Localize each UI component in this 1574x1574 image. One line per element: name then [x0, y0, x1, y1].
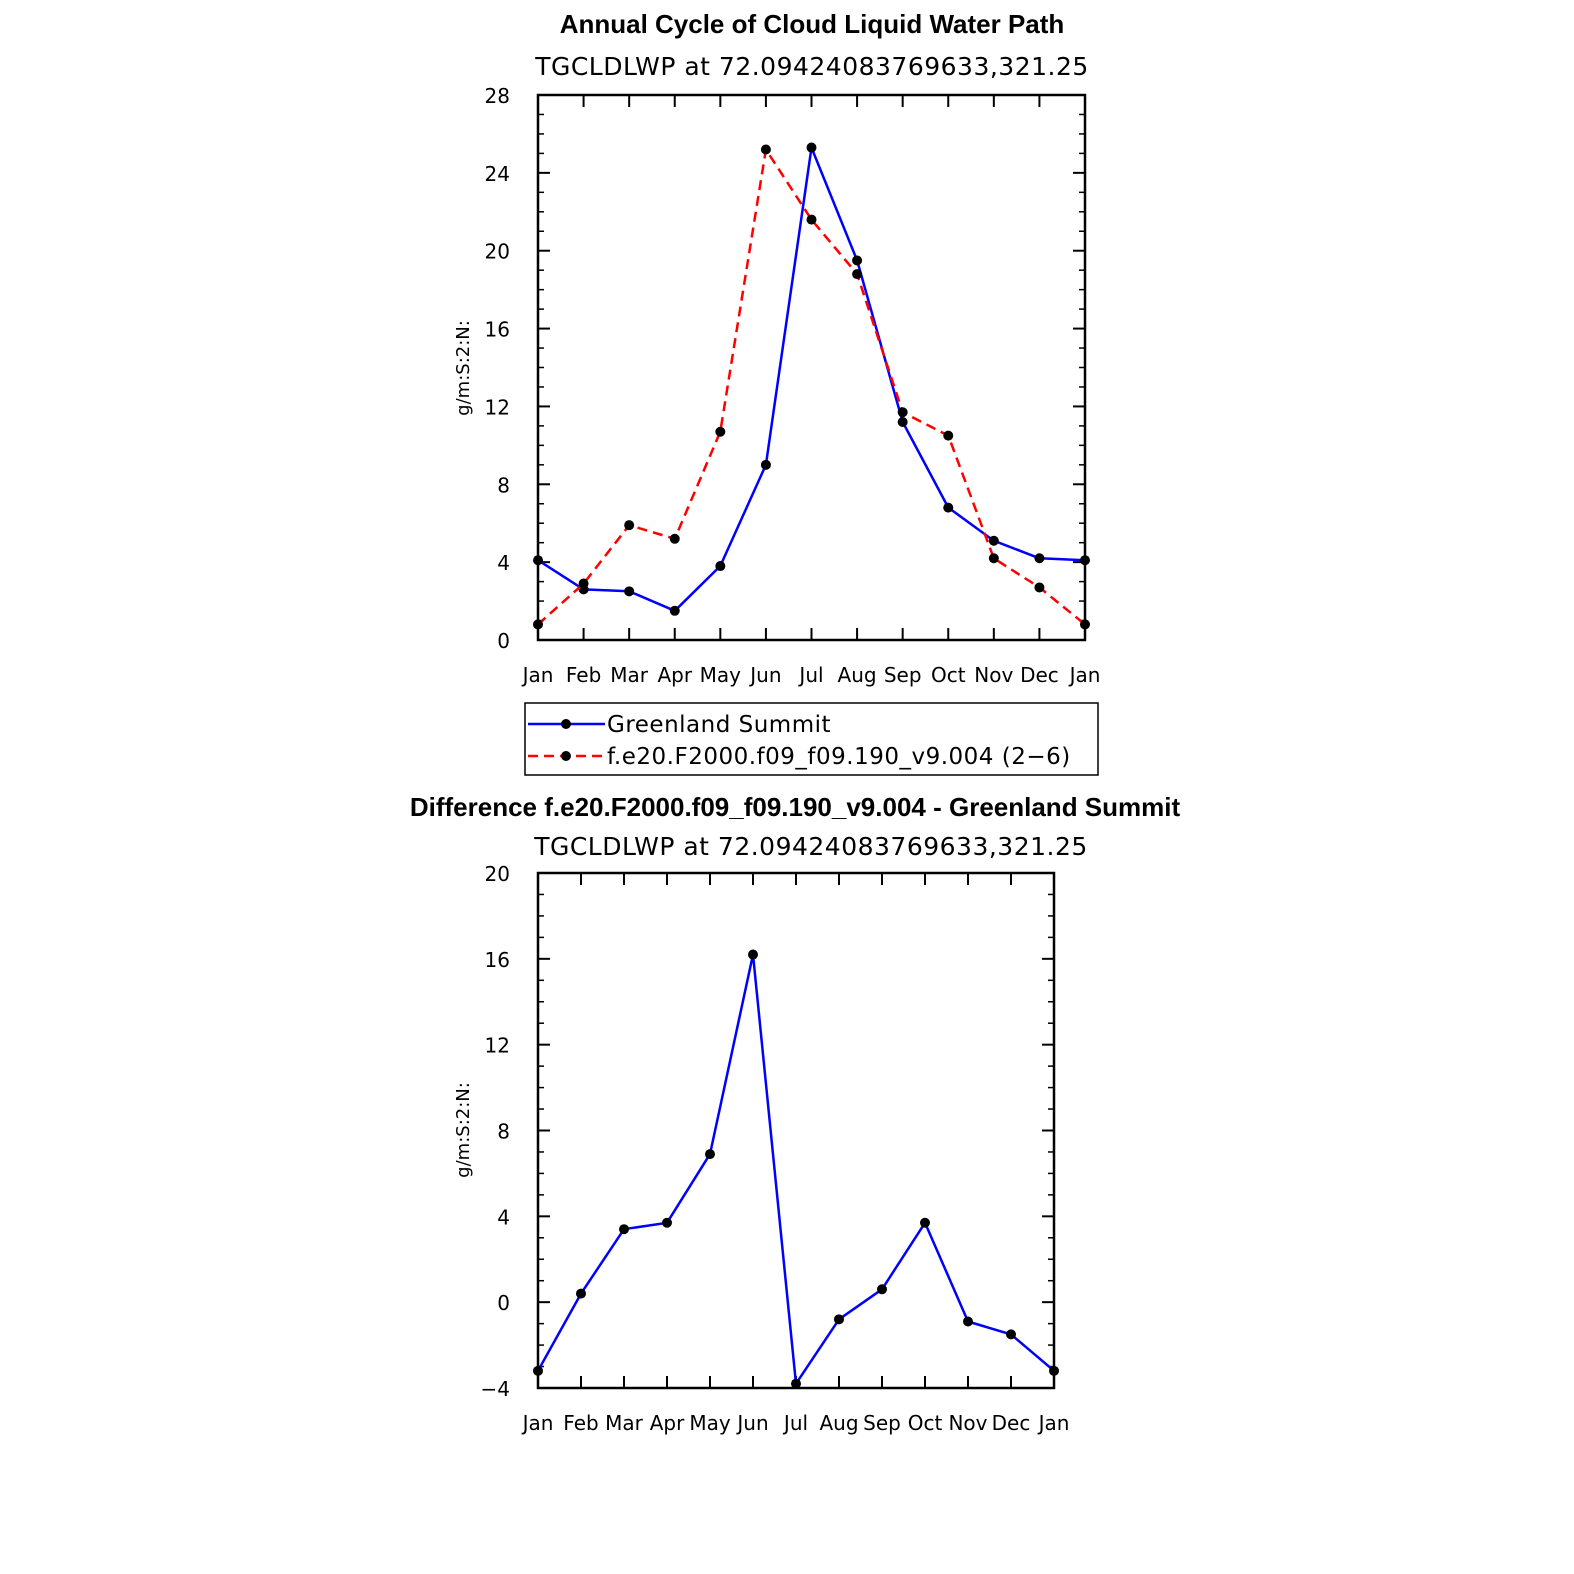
chart1-series-2-point: [897, 407, 908, 418]
chart2-plot: Jan Feb Mar Apr May Jun Jul Aug Sep Oct Nov Dec Jan−…: [481, 862, 1070, 1435]
chart1-series-1-point: [533, 555, 543, 566]
legend-marker-series-1: [561, 719, 571, 729]
chart1-plot: Jan Feb Mar Apr May Jun Jul Aug Sep Oct Nov Dec Jan 0…: [485, 84, 1101, 687]
chart1-series-1-point: [760, 459, 771, 470]
chart1-xtick-label: Feb: [566, 663, 601, 687]
chart2-series-1-point: [963, 1316, 973, 1327]
chart1-series-2-point: [1080, 619, 1090, 630]
chart1-xtick-label: Jan: [521, 663, 554, 687]
chart1-series-2-point: [806, 214, 817, 225]
chart1-series-1-point: [624, 586, 635, 597]
chart1-series-1-point: [897, 417, 908, 427]
chart1-xtick-label: Jul: [797, 663, 823, 687]
chart2-series-1-point: [920, 1217, 930, 1228]
chart2-xtick-label: Aug: [819, 1411, 858, 1435]
chart2-xtick-label: Dec: [992, 1411, 1031, 1435]
chart1-ytick-label: 4: [497, 551, 510, 575]
chart1-series-2-point: [1034, 582, 1045, 593]
chart1-series-1-point: [715, 561, 726, 572]
legend-label-series-1: Greenland Summit: [607, 712, 831, 738]
chart1-series-1-point: [943, 502, 954, 513]
chart1-xtick-label: Apr: [657, 663, 692, 687]
chart2-series-1-point: [1049, 1365, 1059, 1376]
chart2-ytick-label: 4: [497, 1205, 510, 1229]
chart2-xtick-label: Jan: [521, 1411, 554, 1435]
chart2-series-1-point: [791, 1378, 801, 1389]
chart2-subtitle: TGCLDLWP at 72.09424083769633,321.25: [533, 832, 1088, 861]
chart2-xtick-label: Sep: [863, 1411, 901, 1435]
legend-box: [524, 702, 1099, 776]
chart2-series-1-point: [748, 949, 758, 960]
chart1-xtick-label: Jan: [1068, 663, 1101, 687]
chart2-xtick-label: Oct: [908, 1411, 943, 1435]
chart1-series-2-point: [624, 520, 635, 531]
chart1-xtick-label: Oct: [931, 663, 966, 687]
chart1-series-2-point: [760, 144, 771, 155]
chart1-series-2-point: [715, 426, 726, 437]
chart2-series-1-line: [536, 953, 1055, 1385]
chart2-frame: [536, 871, 1056, 1390]
chart2-title: Difference f.e20.F2000.f09_f09.190_v9.00…: [410, 792, 1181, 822]
chart1-legend: Greenland Summit f.e20.F2000.f09_f09.190…: [524, 702, 1099, 776]
chart2-ytick-label: 12: [485, 1034, 510, 1058]
chart1-ytick-label: 16: [485, 318, 510, 342]
chart2-ytick-label: 8: [497, 1120, 510, 1144]
chart2-series-1-point: [834, 1314, 844, 1325]
chart1-subtitle: TGCLDLWP at 72.09424083769633,321.25: [534, 52, 1089, 81]
chart1-series-2-point: [988, 553, 999, 564]
chart1-series-2-point: [578, 578, 589, 589]
chart1-ytick-label: 8: [497, 473, 510, 497]
legend-marker-series-2: [561, 751, 571, 761]
chart2-series-1-point: [619, 1224, 629, 1235]
chart1-ytick-label: 0: [497, 629, 510, 653]
chart1-ytick-label: 12: [485, 395, 510, 419]
chart1-title: Annual Cycle of Cloud Liquid Water Path: [560, 9, 1065, 39]
chart2-xtick-label: Jun: [735, 1411, 768, 1435]
chart1-series-1-point: [806, 142, 817, 153]
chart2-ylabel: g/m:S:2:N:: [453, 1082, 474, 1178]
chart1-ytick-label: 24: [485, 162, 510, 186]
chart1-ytick-label: 20: [485, 240, 510, 264]
chart1-xtick-label: Mar: [610, 663, 649, 687]
chart2-xtick-label: Jan: [1037, 1411, 1070, 1435]
chart2-ytick-label: −4: [481, 1377, 510, 1401]
legend-label-series-2: f.e20.F2000.f09_f09.190_v9.004 (2−6): [607, 744, 1071, 770]
chart1-frame: [536, 93, 1087, 642]
chart1-xtick-label: May: [700, 663, 742, 687]
chart1-series-2-point: [533, 619, 543, 630]
chart2-xtick-label: Nov: [948, 1411, 987, 1435]
chart1-ylabel: g/m:S:2:N:: [453, 320, 474, 416]
chart2-series-1-point: [1006, 1329, 1016, 1340]
chart1-series-1-point: [852, 255, 863, 266]
chart1-series-1-point: [669, 605, 680, 616]
chart2-ytick-label: 20: [485, 862, 510, 886]
chart1-series-1-point: [1034, 553, 1045, 564]
chart1-xtick-label: Aug: [838, 663, 877, 687]
chart1-ytick-label: 28: [485, 84, 510, 108]
chart1-series-2-point: [943, 430, 954, 441]
chart2-series-1-point: [877, 1284, 887, 1295]
chart1-xtick-label: Nov: [974, 663, 1013, 687]
chart2-xtick-label: May: [689, 1411, 731, 1435]
chart2-series-1-point: [662, 1217, 672, 1228]
chart1-xtick-label: Dec: [1020, 663, 1059, 687]
chart2-series-1-point: [576, 1288, 586, 1299]
chart1-series-1-point: [1080, 555, 1090, 566]
chart1-series-2-point: [669, 533, 680, 544]
chart2-series-1-point: [705, 1149, 715, 1160]
chart1-xtick-label: Jun: [748, 663, 781, 687]
chart1-series-1-point: [988, 535, 999, 546]
chart2-ytick-label: 0: [497, 1291, 510, 1315]
chart2-xtick-label: Mar: [605, 1411, 644, 1435]
chart2-xtick-label: Feb: [563, 1411, 598, 1435]
chart2-ytick-label: 16: [485, 948, 510, 972]
chart2-xtick-label: Jul: [782, 1411, 808, 1435]
chart1-xtick-label: Sep: [884, 663, 922, 687]
chart2-series-1-point: [533, 1365, 543, 1376]
chart1-series-2-point: [852, 269, 863, 280]
chart2-xtick-label: Apr: [650, 1411, 685, 1435]
